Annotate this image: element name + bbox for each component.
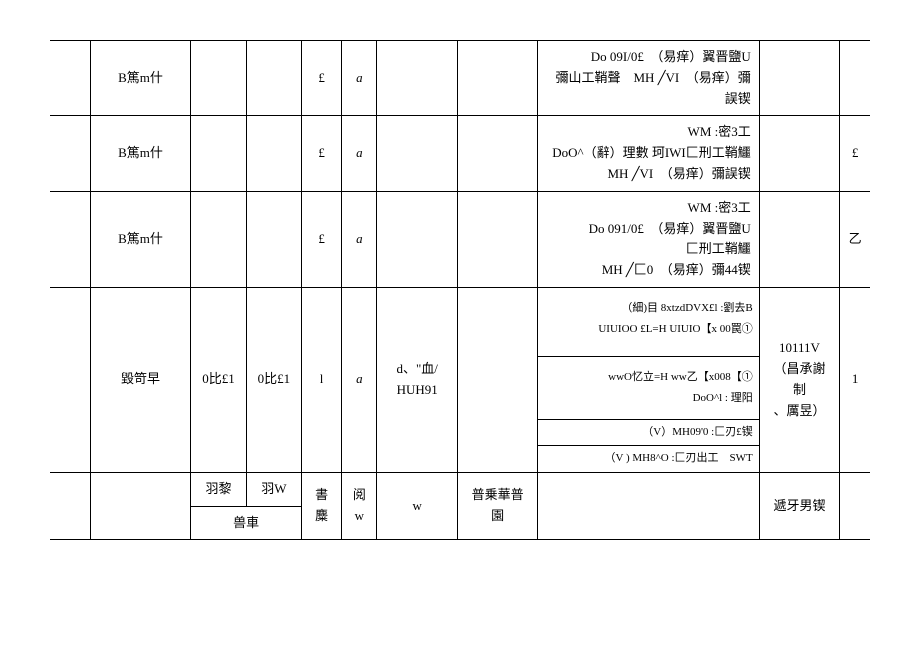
sub-cell: （V）MH09'0 :匚刃£锲 [538, 419, 758, 446]
cell [50, 191, 90, 287]
cell: £ [302, 41, 342, 116]
table-header-row: 羽黎 羽W 書麋 阅 w w 普乗華普園 遞牙男锲 [50, 472, 870, 506]
table-row: B篤m什 £ a WM :密3工 DoO^（辭）理數 珂IWI匚刑工鞘鱷 MH … [50, 116, 870, 191]
cell: £ [302, 191, 342, 287]
cell: 兽車 [191, 506, 302, 540]
cell: 羽W [246, 472, 301, 506]
sub-cell: （V ) MH8^O :匚刃出工 SWT [538, 445, 758, 472]
table-row: B篤m什 £ a Do 09I/0£ （易痒）翼晋鹽U 彌山工鞘聲 MH ╱VI… [50, 41, 870, 116]
cell [377, 191, 457, 287]
cell [50, 472, 90, 540]
cell [50, 287, 90, 472]
cell: l [302, 287, 342, 472]
table-row: 毀笴早 0比£1 0比£1 l a d、"血/ HUH91 （細)目 8xtzd… [50, 287, 870, 472]
cell: 遞牙男锲 [759, 472, 839, 540]
cell: 10111V （昌承謝制 、厲昱） [759, 287, 839, 472]
cell [191, 191, 246, 287]
cell: Do 09I/0£ （易痒）翼晋鹽U 彌山工鞘聲 MH ╱VI （易痒）彌誤锲 [538, 41, 759, 116]
cell: WM :密3工 Do 091/0£ （易痒）翼晋鹽U 匚刑工鞘鱷 MH ╱匚0 … [538, 191, 759, 287]
cell [246, 41, 301, 116]
document-table: B篤m什 £ a Do 09I/0£ （易痒）翼晋鹽U 彌山工鞘聲 MH ╱VI… [50, 40, 870, 540]
cell [191, 116, 246, 191]
cell [246, 191, 301, 287]
cell [457, 41, 537, 116]
sub-cell: wwO忆立=H ww乙【x008【① DoO^l : 理阳 [538, 356, 758, 419]
cell: a [342, 116, 377, 191]
cell-multi: （細)目 8xtzdDVX£l :劉去B UIUIOO £L=H UIUIO【x… [538, 287, 759, 472]
cell [90, 472, 191, 540]
cell [759, 41, 839, 116]
cell: 1 [840, 287, 870, 472]
cell [457, 287, 537, 472]
cell: B篤m什 [90, 116, 191, 191]
cell [50, 41, 90, 116]
cell: £ [840, 116, 870, 191]
table-row: B篤m什 £ a WM :密3工 Do 091/0£ （易痒）翼晋鹽U 匚刑工鞘… [50, 191, 870, 287]
cell: 普乗華普園 [457, 472, 537, 540]
cell [50, 116, 90, 191]
cell [538, 472, 759, 540]
cell: 0比£1 [246, 287, 301, 472]
cell: 書麋 [302, 472, 342, 540]
cell [457, 191, 537, 287]
cell: a [342, 191, 377, 287]
cell: a [342, 41, 377, 116]
cell [457, 116, 537, 191]
cell: d、"血/ HUH91 [377, 287, 457, 472]
cell: 毀笴早 [90, 287, 191, 472]
cell: 羽黎 [191, 472, 246, 506]
cell: a [342, 287, 377, 472]
cell: 阅 w [342, 472, 377, 540]
cell: 乙 [840, 191, 870, 287]
cell [377, 41, 457, 116]
cell [840, 41, 870, 116]
cell [759, 116, 839, 191]
sub-cell: （細)目 8xtzdDVX£l :劉去B UIUIOO £L=H UIUIO【x… [538, 288, 758, 356]
cell: £ [302, 116, 342, 191]
cell: 0比£1 [191, 287, 246, 472]
cell [759, 191, 839, 287]
cell: B篤m什 [90, 191, 191, 287]
cell: WM :密3工 DoO^（辭）理數 珂IWI匚刑工鞘鱷 MH ╱VI （易痒）彌… [538, 116, 759, 191]
cell: w [377, 472, 457, 540]
cell: B篤m什 [90, 41, 191, 116]
cell [377, 116, 457, 191]
cell [191, 41, 246, 116]
cell [840, 472, 870, 540]
cell [246, 116, 301, 191]
